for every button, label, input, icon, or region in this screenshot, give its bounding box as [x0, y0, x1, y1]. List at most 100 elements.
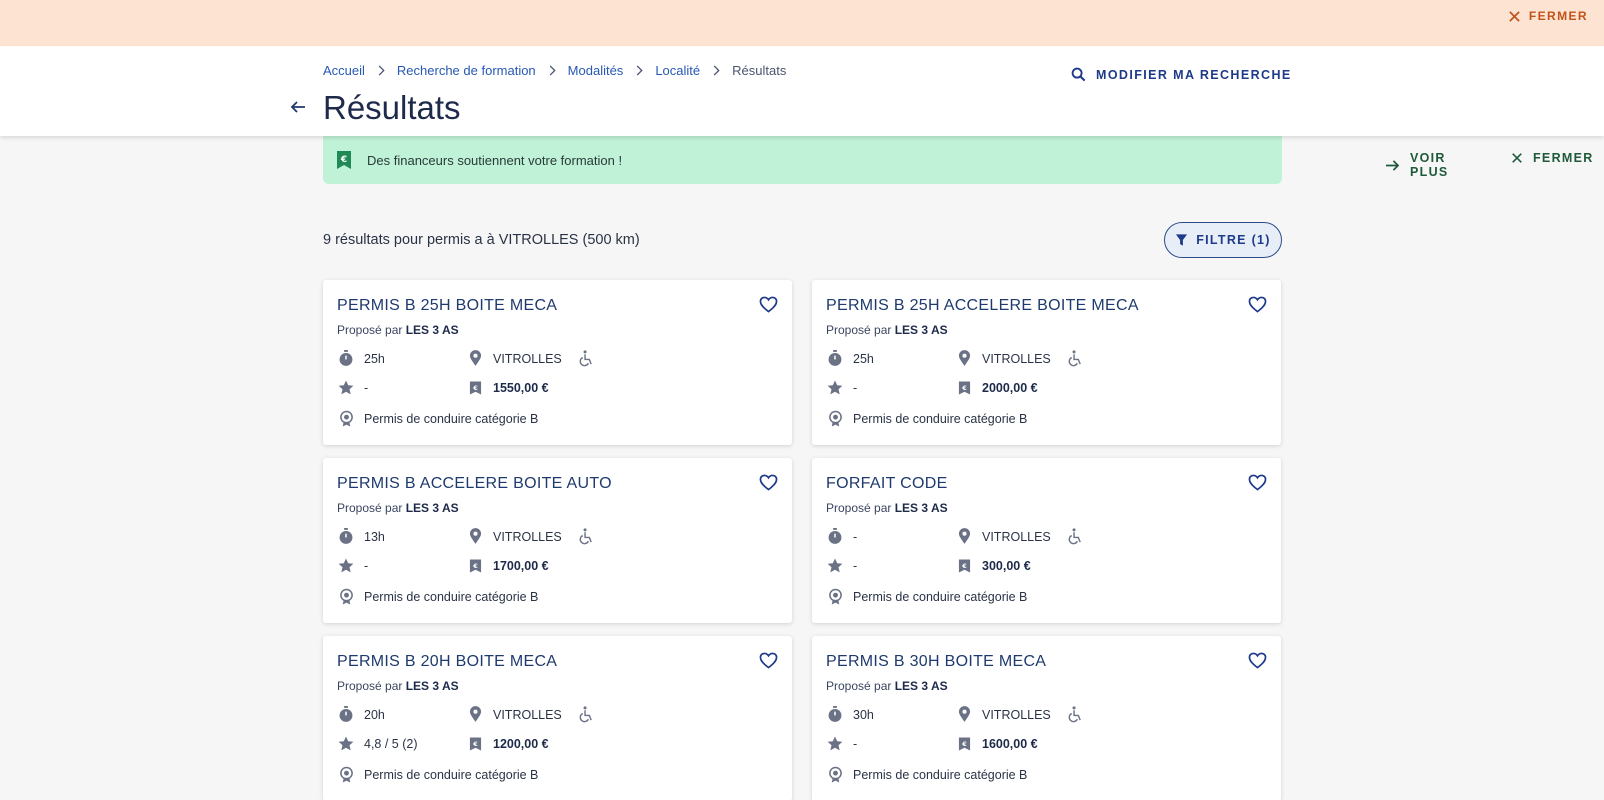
favorite-button[interactable] [759, 474, 778, 491]
breadcrumb-item-recherche[interactable]: Recherche de formation [396, 63, 536, 78]
certification-icon [826, 588, 844, 606]
location-item: VITROLLES [466, 706, 595, 723]
chevron-right-icon [712, 65, 720, 76]
top-notice-bar: FERMER [0, 0, 1604, 46]
location-value: VITROLLES [493, 529, 562, 544]
card-title[interactable]: PERMIS B 30H BOITE MECA [826, 653, 1047, 670]
certification-item: Permis de conduire catégorie B [826, 410, 1027, 428]
price-item: € 1200,00 € [466, 736, 549, 752]
funding-banner: € Des financeurs soutiennent votre forma… [323, 136, 1592, 184]
location-value: VITROLLES [493, 351, 562, 366]
certification-item: Permis de conduire catégorie B [337, 766, 538, 784]
provider-name: LES 3 AS [894, 501, 948, 515]
favorite-button[interactable] [759, 296, 778, 313]
price-tag-icon: € [466, 558, 484, 574]
wheelchair-icon [577, 528, 595, 545]
certification-icon [826, 766, 844, 784]
banner-close-label: FERMER [1533, 151, 1594, 165]
location-value: VITROLLES [493, 707, 562, 722]
top-close-button[interactable]: FERMER [1508, 9, 1588, 23]
result-card[interactable]: PERMIS B 20H BOITE MECA Proposé par LES … [323, 636, 792, 800]
banner-close-button[interactable]: FERMER [1511, 151, 1594, 165]
price-tag-icon: € [955, 380, 973, 396]
result-card[interactable]: PERMIS B 30H BOITE MECA Proposé par LES … [812, 636, 1281, 800]
card-title[interactable]: FORFAIT CODE [826, 475, 948, 492]
chevron-right-icon [635, 65, 643, 76]
timer-icon [337, 706, 355, 723]
price-item: € 1700,00 € [466, 558, 549, 574]
rating-item: - [826, 736, 857, 751]
breadcrumb-item-localite[interactable]: Localité [655, 63, 701, 78]
certification-item: Permis de conduire catégorie B [826, 766, 1027, 784]
duration-value: 25h [853, 351, 874, 366]
see-more-label: VOIR PLUS [1410, 151, 1449, 179]
price-value: 1600,00 € [982, 737, 1038, 751]
certification-item: Permis de conduire catégorie B [337, 410, 538, 428]
chevron-right-icon [377, 65, 385, 76]
duration-value: 13h [364, 529, 385, 544]
arrow-left-icon [290, 100, 306, 114]
svg-text:€: € [472, 562, 478, 570]
rating-value: - [364, 558, 369, 573]
modify-search-button[interactable]: MODIFIER MA RECHERCHE [1071, 67, 1292, 82]
heart-icon [1248, 474, 1267, 491]
result-card[interactable]: PERMIS B ACCELERE BOITE AUTO Proposé par… [323, 458, 792, 623]
favorite-button[interactable] [1248, 652, 1267, 669]
star-icon [826, 736, 844, 751]
star-icon [826, 380, 844, 395]
heart-icon [759, 652, 778, 669]
card-provider: Proposé par LES 3 AS [826, 679, 948, 693]
wheelchair-icon [1066, 706, 1084, 723]
rating-item: - [826, 558, 857, 573]
duration-value: 25h [364, 351, 385, 366]
location-item: VITROLLES [955, 528, 1084, 545]
breadcrumb: Accueil Recherche de formation Modalités… [323, 63, 786, 78]
price-tag-icon: € [466, 736, 484, 752]
wheelchair-icon [1066, 528, 1084, 545]
see-more-button[interactable]: VOIR PLUS [1385, 151, 1449, 179]
certification-icon [337, 588, 355, 606]
provider-name: LES 3 AS [405, 679, 459, 693]
card-title[interactable]: PERMIS B 25H BOITE MECA [337, 297, 558, 314]
timer-icon [337, 528, 355, 545]
rating-item: 4,8 / 5 (2) [337, 736, 418, 751]
certification-icon [337, 410, 355, 428]
result-card[interactable]: PERMIS B 25H ACCELERE BOITE MECA Proposé… [812, 280, 1281, 445]
breadcrumb-item-accueil[interactable]: Accueil [323, 63, 365, 78]
rating-item: - [337, 558, 368, 573]
duration-item: 20h [337, 706, 385, 723]
result-card[interactable]: FORFAIT CODE Proposé par LES 3 AS - VITR… [812, 458, 1281, 623]
duration-item: 13h [337, 528, 385, 545]
provider-name: LES 3 AS [405, 501, 459, 515]
location-pin-icon [466, 706, 484, 723]
certification-value: Permis de conduire catégorie B [853, 412, 1028, 426]
wheelchair-icon [577, 706, 595, 723]
location-pin-icon [466, 350, 484, 367]
card-title[interactable]: PERMIS B 20H BOITE MECA [337, 653, 558, 670]
location-value: VITROLLES [982, 707, 1051, 722]
favorite-button[interactable] [1248, 474, 1267, 491]
price-tag-icon: € [955, 736, 973, 752]
timer-icon [826, 528, 844, 545]
card-title[interactable]: PERMIS B ACCELERE BOITE AUTO [337, 475, 612, 492]
location-item: VITROLLES [955, 350, 1084, 367]
favorite-button[interactable] [759, 652, 778, 669]
favorite-button[interactable] [1248, 296, 1267, 313]
certification-value: Permis de conduire catégorie B [853, 768, 1028, 782]
svg-text:€: € [961, 384, 967, 392]
breadcrumb-item-modalites[interactable]: Modalités [567, 63, 624, 78]
filter-button[interactable]: FILTRE (1) [1164, 222, 1282, 258]
rating-value: - [853, 558, 858, 573]
location-item: VITROLLES [466, 528, 595, 545]
svg-text:€: € [340, 155, 347, 165]
rating-value: - [853, 736, 858, 751]
result-card[interactable]: PERMIS B 25H BOITE MECA Proposé par LES … [323, 280, 792, 445]
provider-prefix: Proposé par [337, 323, 403, 337]
back-button[interactable] [290, 100, 306, 114]
duration-value: - [853, 529, 858, 544]
card-title[interactable]: PERMIS B 25H ACCELERE BOITE MECA [826, 297, 1139, 314]
close-icon [1508, 10, 1521, 23]
timer-icon [826, 706, 844, 723]
price-item: € 1600,00 € [955, 736, 1038, 752]
price-value: 1700,00 € [493, 559, 549, 573]
